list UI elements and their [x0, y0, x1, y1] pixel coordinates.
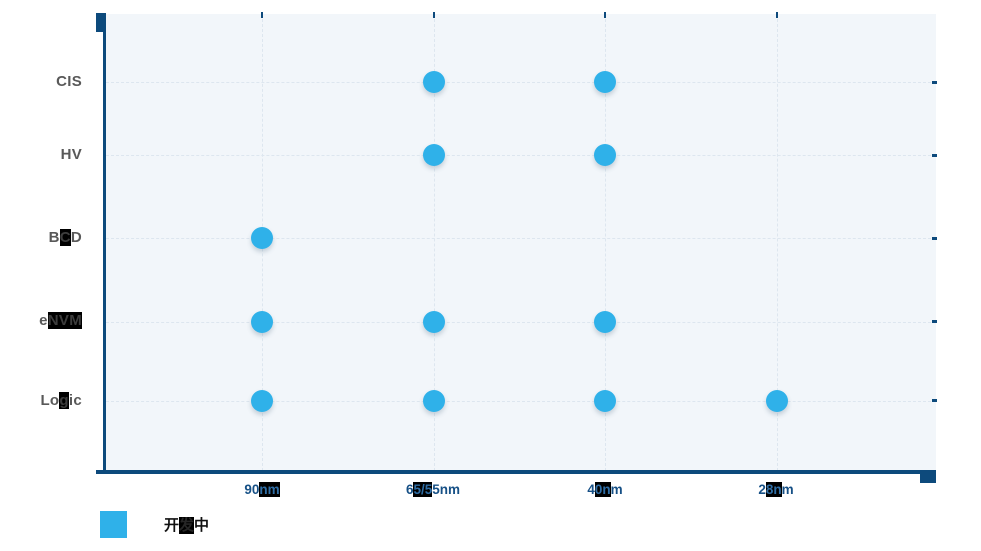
label-highlight: g [59, 392, 69, 409]
label-text: ic [68, 392, 82, 409]
data-point[interactable] [594, 144, 616, 166]
label-text: 开 [164, 517, 180, 534]
label-text: e [39, 312, 48, 329]
data-point[interactable] [422, 71, 445, 93]
x-axis-label-90nm: 90nm [192, 481, 332, 499]
data-point[interactable] [594, 389, 616, 412]
gridline-horizontal [106, 82, 936, 83]
label-highlight: 0n [594, 482, 611, 497]
label-highlight: 5/5 [413, 482, 433, 497]
label-highlight: 8n [765, 482, 782, 497]
data-point[interactable] [422, 310, 445, 333]
label-text: 90 [244, 482, 260, 497]
x-axis-label-28nm: 28nm [706, 481, 846, 499]
x-axis-label-6555nm: 65/55nm [363, 481, 503, 499]
label-highlight: nm [259, 482, 280, 497]
y-axis-tick [932, 399, 937, 402]
label-highlight: NVM [47, 312, 82, 329]
label-text: m [610, 482, 623, 497]
label-text: HV [60, 146, 82, 163]
gridline-horizontal [106, 321, 936, 323]
x-axis-label-40nm: 40nm [535, 481, 675, 499]
label-highlight: 发 [179, 517, 195, 534]
label-text: 5nm [432, 482, 461, 497]
data-point[interactable] [422, 389, 445, 412]
x-axis-tick [261, 12, 263, 18]
y-axis-label-bcd: BCD [0, 227, 82, 249]
label-highlight: C [59, 229, 71, 246]
y-axis-label-cis: CIS [0, 71, 82, 93]
data-point[interactable] [422, 144, 445, 166]
x-axis-tick [432, 12, 435, 18]
label-text: 4 [587, 482, 595, 497]
label-text: B [48, 229, 60, 246]
label-text: Lo [40, 392, 60, 409]
x-axis-tick [775, 12, 778, 18]
label-text: CIS [56, 73, 82, 90]
label-text: 6 [405, 482, 414, 497]
label-text: 中 [194, 517, 210, 534]
x-axis-end-cap [920, 470, 936, 483]
plot-area [106, 14, 936, 471]
data-point[interactable] [594, 310, 616, 333]
x-axis-line [96, 470, 936, 474]
data-point[interactable] [251, 310, 273, 333]
label-text: 2 [758, 482, 766, 497]
gridline-horizontal [106, 238, 936, 239]
gridline-vertical [433, 14, 435, 471]
data-point[interactable] [765, 389, 788, 412]
label-text: D [70, 229, 82, 246]
legend-label: 开发中 [164, 514, 209, 535]
gridline-vertical [605, 14, 606, 471]
data-point[interactable] [251, 227, 273, 249]
y-axis-label-logic: Logic [0, 390, 82, 412]
label-text: m [781, 482, 794, 497]
data-point[interactable] [251, 389, 273, 412]
y-axis-label-envm: eNVM [0, 310, 82, 332]
data-point[interactable] [594, 71, 616, 93]
gridline-vertical [776, 14, 778, 471]
gridline-horizontal [106, 155, 936, 156]
y-axis-label-hv: HV [0, 144, 82, 166]
y-axis-tick [932, 236, 937, 240]
y-axis-end-cap [96, 13, 106, 32]
y-axis-tick [932, 80, 937, 84]
y-axis-tick [932, 153, 937, 157]
y-axis-line [103, 13, 106, 474]
gridline-horizontal [106, 400, 936, 402]
y-axis-tick [932, 320, 937, 323]
x-axis-tick [604, 12, 606, 18]
legend-swatch[interactable] [100, 511, 127, 538]
legend[interactable]: 开发中 [100, 511, 209, 538]
